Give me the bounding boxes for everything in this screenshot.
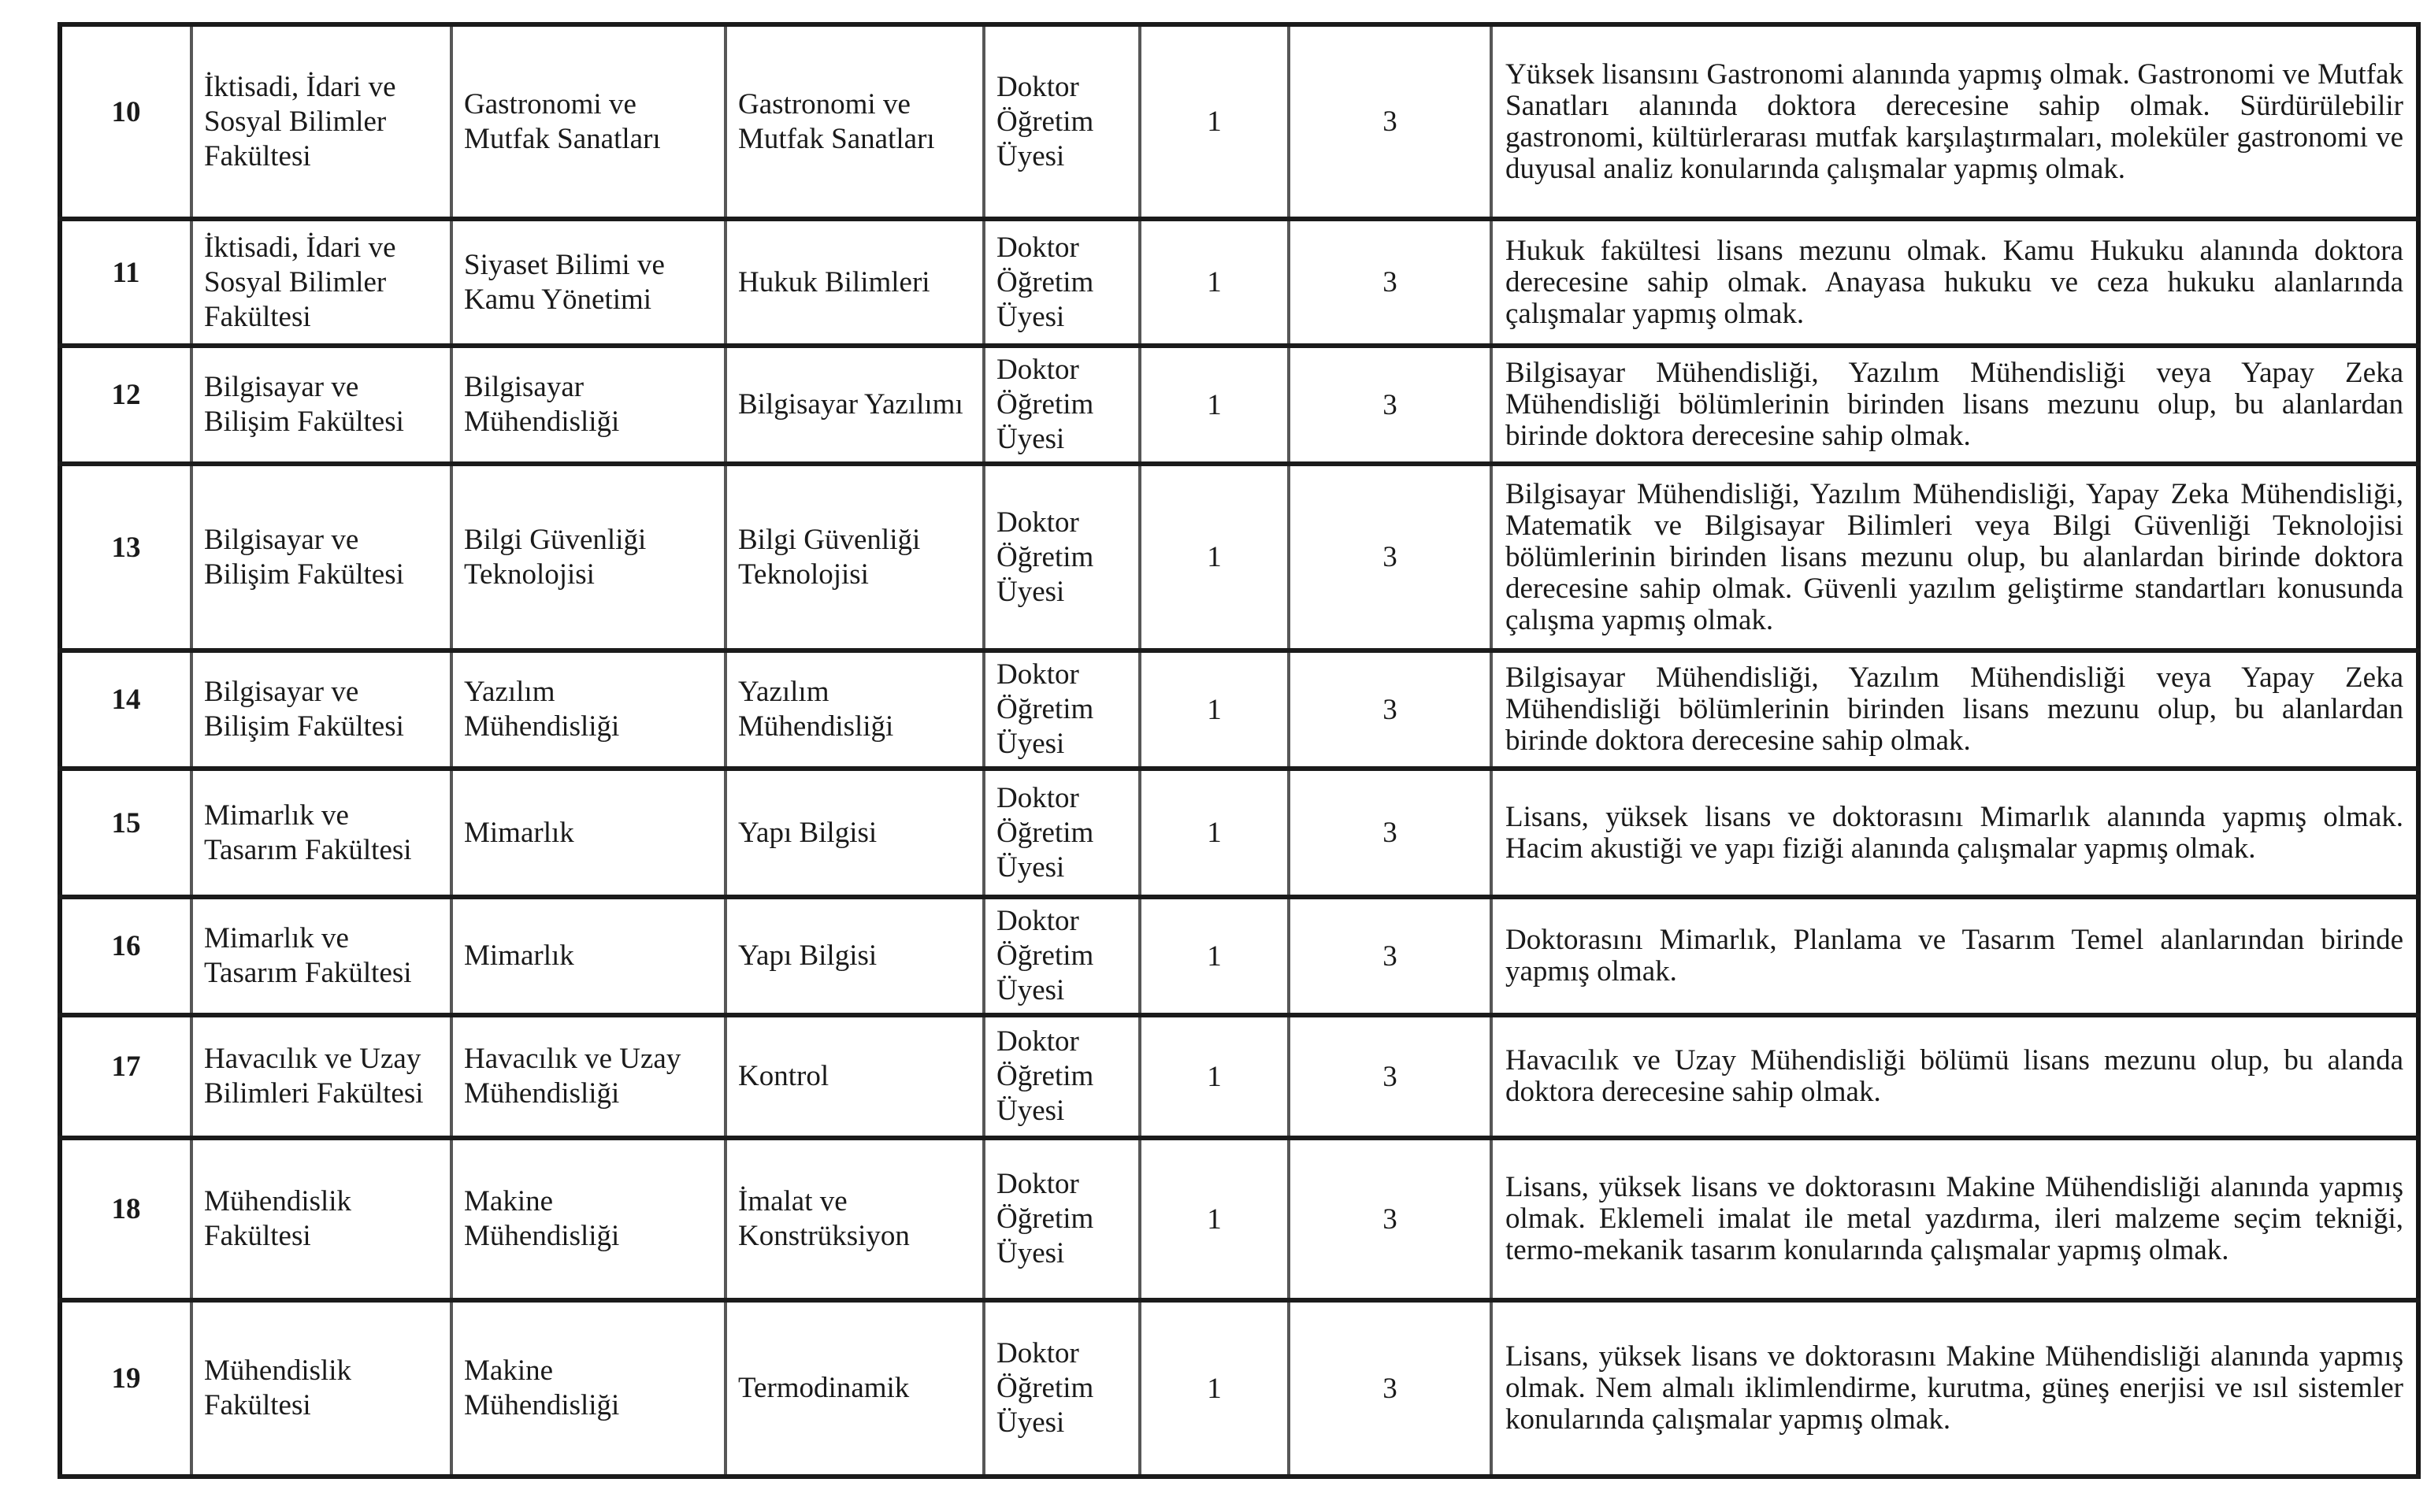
table-row: 17 Havacılık ve Uzay Bilimleri Fakültesi… (58, 1013, 2420, 1140)
row-number-cell: 14 (58, 648, 193, 771)
academic-vacancy-table: 10 İktisadi, İdari ve Sosyal Bilimler Fa… (58, 22, 2421, 1479)
grade-cell: 3 (1287, 22, 1493, 221)
row-number-cell: 13 (58, 461, 193, 653)
grade-cell: 3 (1287, 1136, 1493, 1303)
table-row: 19 Mühendislik Fakültesi Makine Mühendis… (58, 1298, 2420, 1479)
quota-cell: 1 (1138, 217, 1290, 348)
faculty-cell: Mimarlık ve Tasarım Fakültesi (190, 895, 453, 1017)
faculty-cell: İktisadi, İdari ve Sosyal Bilimler Fakül… (190, 217, 453, 348)
department-cell: Bilgisayar Mühendisliği (450, 343, 727, 466)
title-cell: Doktor Öğretim Üyesi (982, 343, 1141, 466)
row-number-cell: 18 (58, 1136, 193, 1303)
field-cell: Yazılım Mühendisliği (724, 648, 985, 771)
grade-cell: 3 (1287, 766, 1493, 899)
requirements-cell: Hukuk fakültesi lisans mezunu olmak. Kam… (1490, 217, 2420, 348)
field-cell: Bilgisayar Yazılımı (724, 343, 985, 466)
row-number-cell: 17 (58, 1013, 193, 1140)
table-row: 10 İktisadi, İdari ve Sosyal Bilimler Fa… (58, 22, 2420, 221)
grade-cell: 3 (1287, 895, 1493, 1017)
field-cell: Kontrol (724, 1013, 985, 1140)
table-row: 15 Mimarlık ve Tasarım Fakültesi Mimarlı… (58, 766, 2420, 899)
title-cell: Doktor Öğretim Üyesi (982, 22, 1141, 221)
grade-cell: 3 (1287, 343, 1493, 466)
field-cell: Yapı Bilgisi (724, 895, 985, 1017)
quota-cell: 1 (1138, 648, 1290, 771)
field-cell: Hukuk Bilimleri (724, 217, 985, 348)
grade-cell: 3 (1287, 217, 1493, 348)
table-row: 18 Mühendislik Fakültesi Makine Mühendis… (58, 1136, 2420, 1303)
department-cell: Mimarlık (450, 895, 727, 1017)
title-cell: Doktor Öğretim Üyesi (982, 648, 1141, 771)
table-row: 16 Mimarlık ve Tasarım Fakültesi Mimarlı… (58, 895, 2420, 1017)
quota-cell: 1 (1138, 895, 1290, 1017)
department-cell: Makine Mühendisliği (450, 1298, 727, 1479)
requirements-cell: Bilgisayar Mühendisliği, Yazılım Mühendi… (1490, 343, 2420, 466)
requirements-cell: Lisans, yüksek lisans ve doktorasını Mim… (1490, 766, 2420, 899)
faculty-cell: Bilgisayar ve Bilişim Fakültesi (190, 461, 453, 653)
title-cell: Doktor Öğretim Üyesi (982, 461, 1141, 653)
department-cell: Mimarlık (450, 766, 727, 899)
row-number-cell: 15 (58, 766, 193, 899)
requirements-cell: Bilgisayar Mühendisliği, Yazılım Mühendi… (1490, 648, 2420, 771)
quota-cell: 1 (1138, 1298, 1290, 1479)
requirements-cell: Yüksek lisansını Gastronomi alanında yap… (1490, 22, 2420, 221)
table-body: 10 İktisadi, İdari ve Sosyal Bilimler Fa… (58, 22, 2420, 1479)
department-cell: Bilgi Güvenliği Teknolojisi (450, 461, 727, 653)
quota-cell: 1 (1138, 461, 1290, 653)
field-cell: İmalat ve Konstrüksiyon (724, 1136, 985, 1303)
row-number-cell: 11 (58, 217, 193, 348)
table-row: 13 Bilgisayar ve Bilişim Fakültesi Bilgi… (58, 461, 2420, 653)
faculty-cell: Mühendislik Fakültesi (190, 1298, 453, 1479)
requirements-cell: Bilgisayar Mühendisliği, Yazılım Mühendi… (1490, 461, 2420, 653)
table-row: 11 İktisadi, İdari ve Sosyal Bilimler Fa… (58, 217, 2420, 348)
department-cell: Gastronomi ve Mutfak Sanatları (450, 22, 727, 221)
row-number-cell: 16 (58, 895, 193, 1017)
faculty-cell: Havacılık ve Uzay Bilimleri Fakültesi (190, 1013, 453, 1140)
quota-cell: 1 (1138, 1013, 1290, 1140)
faculty-cell: İktisadi, İdari ve Sosyal Bilimler Fakül… (190, 22, 453, 221)
row-number-cell: 10 (58, 22, 193, 221)
title-cell: Doktor Öğretim Üyesi (982, 217, 1141, 348)
field-cell: Bilgi Güvenliği Teknolojisi (724, 461, 985, 653)
title-cell: Doktor Öğretim Üyesi (982, 895, 1141, 1017)
requirements-cell: Havacılık ve Uzay Mühendisliği bölümü li… (1490, 1013, 2420, 1140)
table-row: 12 Bilgisayar ve Bilişim Fakültesi Bilgi… (58, 343, 2420, 466)
grade-cell: 3 (1287, 1013, 1493, 1140)
row-number-cell: 19 (58, 1298, 193, 1479)
table-row: 14 Bilgisayar ve Bilişim Fakültesi Yazıl… (58, 648, 2420, 771)
title-cell: Doktor Öğretim Üyesi (982, 1298, 1141, 1479)
faculty-cell: Mimarlık ve Tasarım Fakültesi (190, 766, 453, 899)
requirements-cell: Lisans, yüksek lisans ve doktorasını Mak… (1490, 1136, 2420, 1303)
faculty-cell: Bilgisayar ve Bilişim Fakültesi (190, 648, 453, 771)
quota-cell: 1 (1138, 343, 1290, 466)
quota-cell: 1 (1138, 766, 1290, 899)
quota-cell: 1 (1138, 1136, 1290, 1303)
requirements-cell: Doktorasını Mimarlık, Planlama ve Tasarı… (1490, 895, 2420, 1017)
faculty-cell: Bilgisayar ve Bilişim Fakültesi (190, 343, 453, 466)
row-number-cell: 12 (58, 343, 193, 466)
title-cell: Doktor Öğretim Üyesi (982, 1136, 1141, 1303)
grade-cell: 3 (1287, 1298, 1493, 1479)
quota-cell: 1 (1138, 22, 1290, 221)
department-cell: Siyaset Bilimi ve Kamu Yönetimi (450, 217, 727, 348)
field-cell: Yapı Bilgisi (724, 766, 985, 899)
field-cell: Termodinamik (724, 1298, 985, 1479)
title-cell: Doktor Öğretim Üyesi (982, 1013, 1141, 1140)
grade-cell: 3 (1287, 648, 1493, 771)
field-cell: Gastronomi ve Mutfak Sanatları (724, 22, 985, 221)
requirements-cell: Lisans, yüksek lisans ve doktorasını Mak… (1490, 1298, 2420, 1479)
grade-cell: 3 (1287, 461, 1493, 653)
department-cell: Yazılım Mühendisliği (450, 648, 727, 771)
department-cell: Havacılık ve Uzay Mühendisliği (450, 1013, 727, 1140)
faculty-cell: Mühendislik Fakültesi (190, 1136, 453, 1303)
department-cell: Makine Mühendisliği (450, 1136, 727, 1303)
title-cell: Doktor Öğretim Üyesi (982, 766, 1141, 899)
